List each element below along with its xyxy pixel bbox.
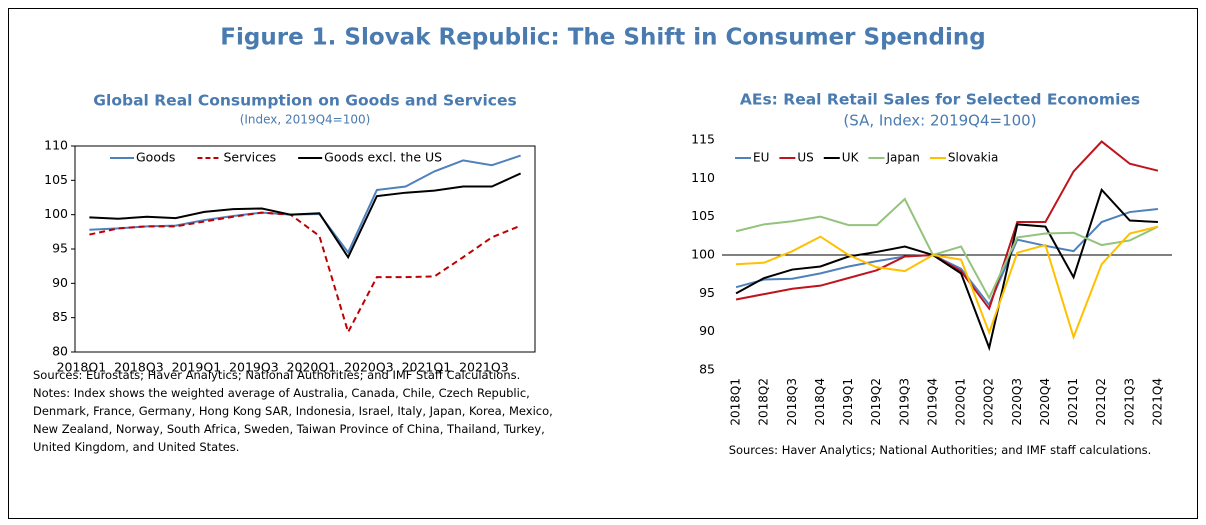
series-line — [89, 211, 522, 335]
y-tick-label: 95 — [699, 285, 715, 300]
y-tick-label: 100 — [44, 206, 68, 221]
legend-label: Japan — [885, 151, 919, 165]
legend-label: Services — [223, 150, 276, 165]
y-tick-label: 110 — [44, 138, 68, 153]
y-tick-label: 90 — [699, 323, 715, 338]
series-line — [736, 225, 1159, 341]
x-tick-label: 2019Q1 — [172, 360, 222, 375]
legend-label: EU — [753, 151, 769, 165]
legend-label: Slovakia — [948, 151, 998, 165]
x-tick-label: 2018Q1 — [729, 378, 743, 426]
y-tick-label: 105 — [691, 208, 715, 223]
x-tick-label: 2020Q4 — [1038, 378, 1052, 426]
series-line — [735, 197, 1159, 301]
series-line — [89, 172, 522, 260]
x-tick-label: 2019Q1 — [841, 378, 855, 426]
figure-border — [8, 8, 1198, 519]
y-tick-label: 85 — [52, 309, 68, 324]
chart-title: Global Real Consumption on Goods and Ser… — [93, 92, 516, 110]
notes: Notes: Index shows the weighted average … — [33, 386, 553, 454]
x-tick-label: 2018Q3 — [785, 378, 799, 426]
sources: Sources: Eurostats; Haver Analytics; Nat… — [33, 368, 521, 382]
x-tick-label: 2018Q4 — [813, 378, 827, 426]
x-tick-label: 2020Q3 — [344, 360, 394, 375]
x-tick-label: 2018Q3 — [114, 360, 164, 375]
x-tick-label: 2019Q3 — [897, 378, 911, 426]
legend-label: US — [797, 151, 813, 165]
x-tick-label: 2021Q3 — [1122, 378, 1136, 426]
chart-subtitle: (Index, 2019Q4=100) — [240, 113, 371, 127]
y-tick-label: 105 — [44, 172, 68, 187]
figure-title: Figure 1. Slovak Republic: The Shift in … — [220, 25, 985, 51]
x-tick-label: 2019Q4 — [925, 378, 939, 426]
x-tick-label: 2021Q3 — [459, 360, 509, 375]
x-tick-label: 2020Q2 — [982, 378, 996, 426]
chart-title: AEs: Real Retail Sales for Selected Econ… — [740, 91, 1140, 109]
y-tick-label: 110 — [691, 170, 715, 185]
x-tick-label: 2021Q4 — [1150, 378, 1164, 426]
legend-label: Goods — [136, 150, 175, 165]
y-tick-label: 95 — [52, 241, 68, 256]
x-tick-label: 2020Q1 — [954, 378, 968, 426]
x-tick-label: 2020Q3 — [1010, 378, 1024, 426]
x-tick-label: 2020Q1 — [287, 360, 337, 375]
x-tick-label: 2019Q3 — [229, 360, 279, 375]
x-tick-label: 2018Q2 — [757, 378, 771, 426]
y-tick-label: 90 — [52, 275, 68, 290]
x-tick-label: 2019Q2 — [869, 378, 883, 426]
y-tick-label: 115 — [691, 132, 715, 147]
sources: Sources: Haver Analytics; National Autho… — [728, 443, 1152, 457]
chart-subtitle: (SA, Index: 2019Q4=100) — [843, 112, 1036, 130]
y-tick-label: 80 — [52, 344, 68, 359]
x-tick-label: 2018Q1 — [57, 360, 107, 375]
series-line — [735, 187, 1158, 352]
legend-label: Goods excl. the US — [324, 150, 442, 165]
y-tick-label: 85 — [699, 362, 715, 377]
series-line — [89, 154, 521, 255]
y-tick-label: 100 — [691, 247, 715, 262]
x-tick-label: 2021Q1 — [402, 360, 452, 375]
x-tick-label: 2021Q2 — [1094, 378, 1108, 426]
plot-frame — [74, 145, 536, 353]
x-tick-label: 2021Q1 — [1066, 378, 1080, 426]
legend-label: UK — [842, 151, 860, 165]
